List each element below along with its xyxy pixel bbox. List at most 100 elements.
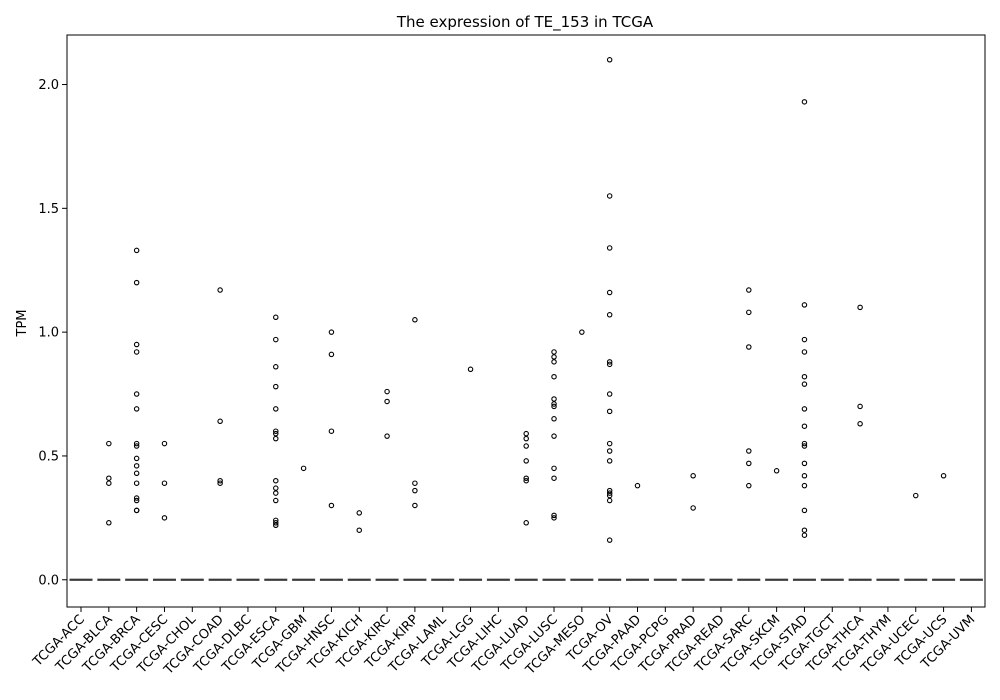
outlier-point	[133, 507, 140, 514]
outlier-point	[384, 433, 390, 439]
outlier-point	[133, 341, 140, 348]
outlier-point	[273, 522, 279, 529]
outlier-point	[746, 482, 752, 489]
outlier-point	[273, 336, 279, 343]
y-tick-label: 0.0	[38, 573, 59, 588]
outlier-point	[106, 480, 112, 486]
outlier-point	[106, 440, 112, 447]
outlier-point	[161, 440, 168, 447]
outlier-point	[106, 475, 112, 481]
outlier-point	[106, 520, 112, 526]
outlier-point	[606, 245, 613, 251]
outlier-point	[606, 289, 613, 296]
outlier-point	[412, 480, 418, 486]
outlier-point	[523, 430, 529, 437]
outlier-point	[217, 287, 223, 293]
outlier-point	[801, 99, 808, 105]
outlier-point	[857, 403, 863, 410]
outlier-point	[551, 433, 557, 439]
outlier-point	[606, 440, 613, 447]
outlier-point	[133, 480, 140, 486]
outlier-point	[690, 505, 696, 511]
outlier-point	[912, 492, 919, 499]
outlier-point	[551, 359, 557, 365]
outlier-point	[217, 418, 223, 425]
outlier-point	[801, 443, 808, 449]
y-tick-label: 2.0	[38, 78, 59, 93]
outlier-point	[551, 512, 557, 519]
outlier-point	[746, 309, 752, 316]
outlier-point	[606, 537, 613, 543]
outlier-point	[801, 373, 808, 380]
outlier-point	[746, 344, 752, 350]
outlier-point	[523, 520, 529, 526]
outlier-point	[801, 381, 808, 387]
outlier-point	[133, 455, 140, 462]
outlier-point	[273, 517, 279, 524]
outlier-point	[133, 470, 140, 477]
outlier-point	[328, 428, 335, 434]
outlier-point	[746, 460, 752, 467]
outlier-point	[606, 312, 613, 318]
outlier-point	[801, 423, 808, 429]
outlier-point	[523, 477, 529, 484]
outlier-point	[551, 403, 557, 410]
outlier-point	[523, 435, 529, 442]
outlier-point	[801, 527, 808, 533]
outlier-point	[384, 388, 390, 395]
outlier-point	[133, 349, 140, 355]
outlier-point	[273, 428, 279, 434]
outlier-point	[857, 421, 863, 427]
outlier-point	[273, 430, 279, 437]
outlier-point	[606, 193, 613, 199]
outlier-point	[746, 448, 752, 454]
outlier-point	[551, 515, 557, 521]
outlier-point	[133, 463, 140, 469]
outlier-point	[133, 443, 140, 449]
outlier-point	[579, 329, 585, 335]
outlier-point	[551, 465, 557, 472]
y-axis-label: TPM	[15, 310, 30, 338]
outlier-point	[551, 354, 557, 360]
outlier-point	[133, 279, 140, 286]
outlier-point	[384, 398, 390, 405]
outlier-point	[801, 460, 808, 467]
outlier-point	[606, 448, 613, 454]
outlier-point	[801, 507, 808, 514]
outlier-point	[273, 520, 279, 526]
outlier-point	[857, 304, 863, 311]
outlier-point	[133, 247, 140, 254]
outlier-point	[746, 287, 752, 293]
plot-area: 0.00.51.01.52.0TCGA-ACCTCGA-BLCATCGA-BRC…	[30, 57, 983, 678]
outlier-point	[273, 406, 279, 412]
outlier-point	[801, 482, 808, 489]
outlier-point	[523, 458, 529, 464]
outlier-point	[606, 487, 613, 494]
outlier-point	[217, 477, 223, 484]
outlier-point	[328, 329, 335, 335]
outlier-point	[801, 473, 808, 479]
outlier-point	[467, 366, 474, 373]
outlier-point	[551, 349, 557, 355]
plot-frame	[66, 34, 986, 608]
outlier-point	[133, 440, 140, 447]
outlier-point	[133, 497, 140, 504]
outlier-point	[300, 465, 307, 472]
outlier-point	[551, 416, 557, 422]
outlier-point	[356, 527, 362, 533]
outlier-point	[217, 480, 223, 486]
outlier-point	[801, 349, 808, 355]
outlier-point	[133, 495, 140, 501]
outlier-point	[551, 475, 557, 481]
outlier-point	[773, 468, 780, 474]
outlier-point	[606, 408, 613, 415]
outlier-point	[801, 532, 808, 538]
outlier-point	[328, 351, 335, 358]
outlier-point	[606, 492, 613, 499]
outlier-point	[606, 57, 613, 63]
outlier-point	[634, 482, 641, 489]
outlier-point	[523, 443, 529, 449]
outlier-point	[273, 490, 279, 496]
outlier-point	[161, 480, 168, 486]
